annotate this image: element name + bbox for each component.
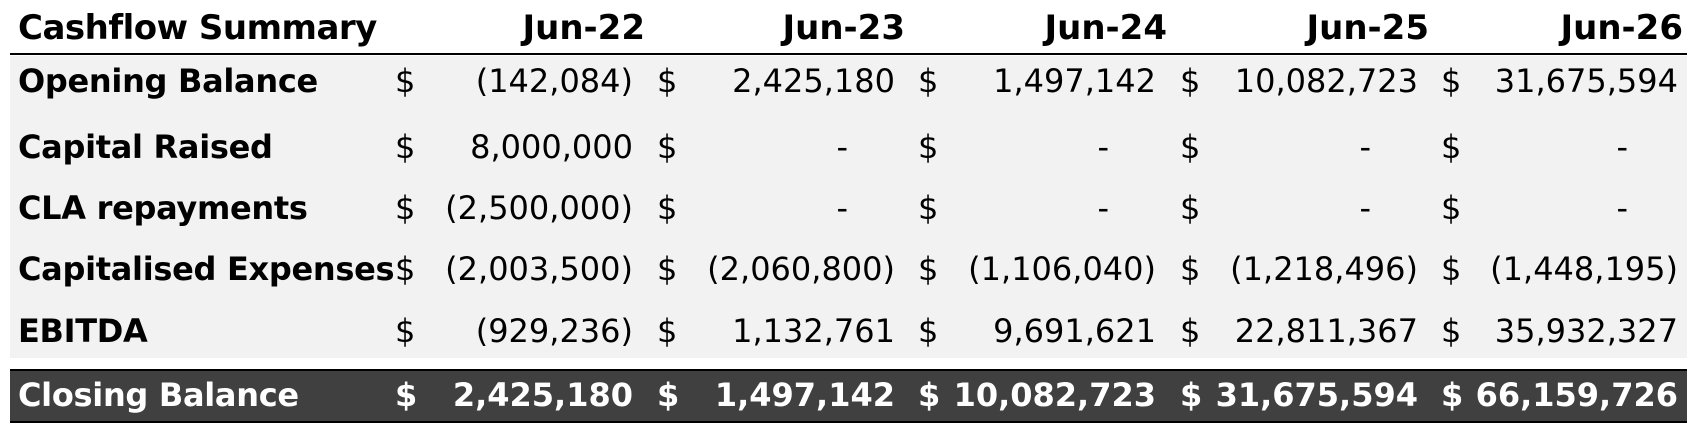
row-label: EBITDA	[18, 312, 148, 350]
currency-symbol: $	[1441, 376, 1464, 414]
currency-symbol: $	[395, 62, 416, 100]
column-header-jun-25: Jun-25	[1306, 8, 1430, 48]
column-header-jun-24: Jun-24	[1044, 8, 1168, 48]
cell-value: (929,236)	[475, 312, 633, 350]
currency-symbol: $	[657, 312, 678, 350]
currency-symbol: $	[395, 312, 416, 350]
cell-value: (1,218,496)	[1230, 250, 1418, 288]
currency-symbol: $	[1441, 312, 1462, 350]
cell-value: -	[1097, 128, 1109, 166]
currency-symbol: $	[1441, 189, 1462, 227]
header-divider	[10, 53, 1687, 55]
cell-value: 35,932,327	[1494, 312, 1678, 350]
closing-balance-value: 1,497,142	[714, 376, 895, 414]
currency-symbol: $	[395, 128, 416, 166]
currency-symbol: $	[1441, 128, 1462, 166]
currency-symbol: $	[1441, 250, 1462, 288]
closing-balance-value: 2,425,180	[452, 376, 633, 414]
cell-value: 1,497,142	[993, 62, 1156, 100]
currency-symbol: $	[1441, 62, 1462, 100]
currency-symbol: $	[918, 128, 939, 166]
column-header-jun-26: Jun-26	[1560, 8, 1684, 48]
cell-value: -	[836, 189, 848, 227]
cell-value: 10,082,723	[1234, 62, 1418, 100]
cell-value: 1,132,761	[732, 312, 895, 350]
cell-value: 2,425,180	[732, 62, 895, 100]
table-title: Cashflow Summary	[18, 8, 377, 48]
closing-balance-label: Closing Balance	[18, 376, 299, 414]
cell-value: (1,448,195)	[1490, 250, 1678, 288]
row-label: CLA repayments	[18, 189, 308, 227]
cell-value: -	[1359, 189, 1371, 227]
closing-balance-row-background	[10, 369, 1687, 423]
cell-value: 31,675,594	[1494, 62, 1678, 100]
currency-symbol: $	[918, 376, 941, 414]
currency-symbol: $	[395, 250, 416, 288]
cell-value: 8,000,000	[470, 128, 633, 166]
cell-value: -	[836, 128, 848, 166]
currency-symbol: $	[1180, 250, 1201, 288]
row-label: Capital Raised	[18, 128, 273, 166]
currency-symbol: $	[657, 376, 680, 414]
closing-balance-value: 31,675,594	[1215, 376, 1418, 414]
currency-symbol: $	[1180, 189, 1201, 227]
column-header-jun-23: Jun-23	[782, 8, 906, 48]
currency-symbol: $	[1180, 312, 1201, 350]
currency-symbol: $	[657, 189, 678, 227]
currency-symbol: $	[657, 62, 678, 100]
cell-value: (2,003,500)	[445, 250, 633, 288]
closing-balance-value: 10,082,723	[953, 376, 1156, 414]
currency-symbol: $	[395, 376, 418, 414]
row-label: Capitalised Expenses	[18, 250, 395, 288]
currency-symbol: $	[918, 312, 939, 350]
cell-value: -	[1616, 189, 1628, 227]
closing-balance-value: 66,159,726	[1475, 376, 1678, 414]
cell-value: 9,691,621	[993, 312, 1156, 350]
cell-value: (2,060,800)	[707, 250, 895, 288]
cell-value: (2,500,000)	[445, 189, 633, 227]
column-header-jun-22: Jun-22	[522, 8, 646, 48]
row-label: Opening Balance	[18, 62, 318, 100]
cell-value: 22,811,367	[1234, 312, 1418, 350]
currency-symbol: $	[395, 189, 416, 227]
data-rows-background	[10, 56, 1687, 358]
cell-value: -	[1359, 128, 1371, 166]
cell-value: (1,106,040)	[968, 250, 1156, 288]
currency-symbol: $	[918, 250, 939, 288]
currency-symbol: $	[1180, 376, 1203, 414]
currency-symbol: $	[918, 62, 939, 100]
cell-value: -	[1097, 189, 1109, 227]
currency-symbol: $	[1180, 128, 1201, 166]
cell-value: -	[1616, 128, 1628, 166]
currency-symbol: $	[657, 128, 678, 166]
currency-symbol: $	[918, 189, 939, 227]
cell-value: (142,084)	[475, 62, 633, 100]
currency-symbol: $	[1180, 62, 1201, 100]
currency-symbol: $	[657, 250, 678, 288]
